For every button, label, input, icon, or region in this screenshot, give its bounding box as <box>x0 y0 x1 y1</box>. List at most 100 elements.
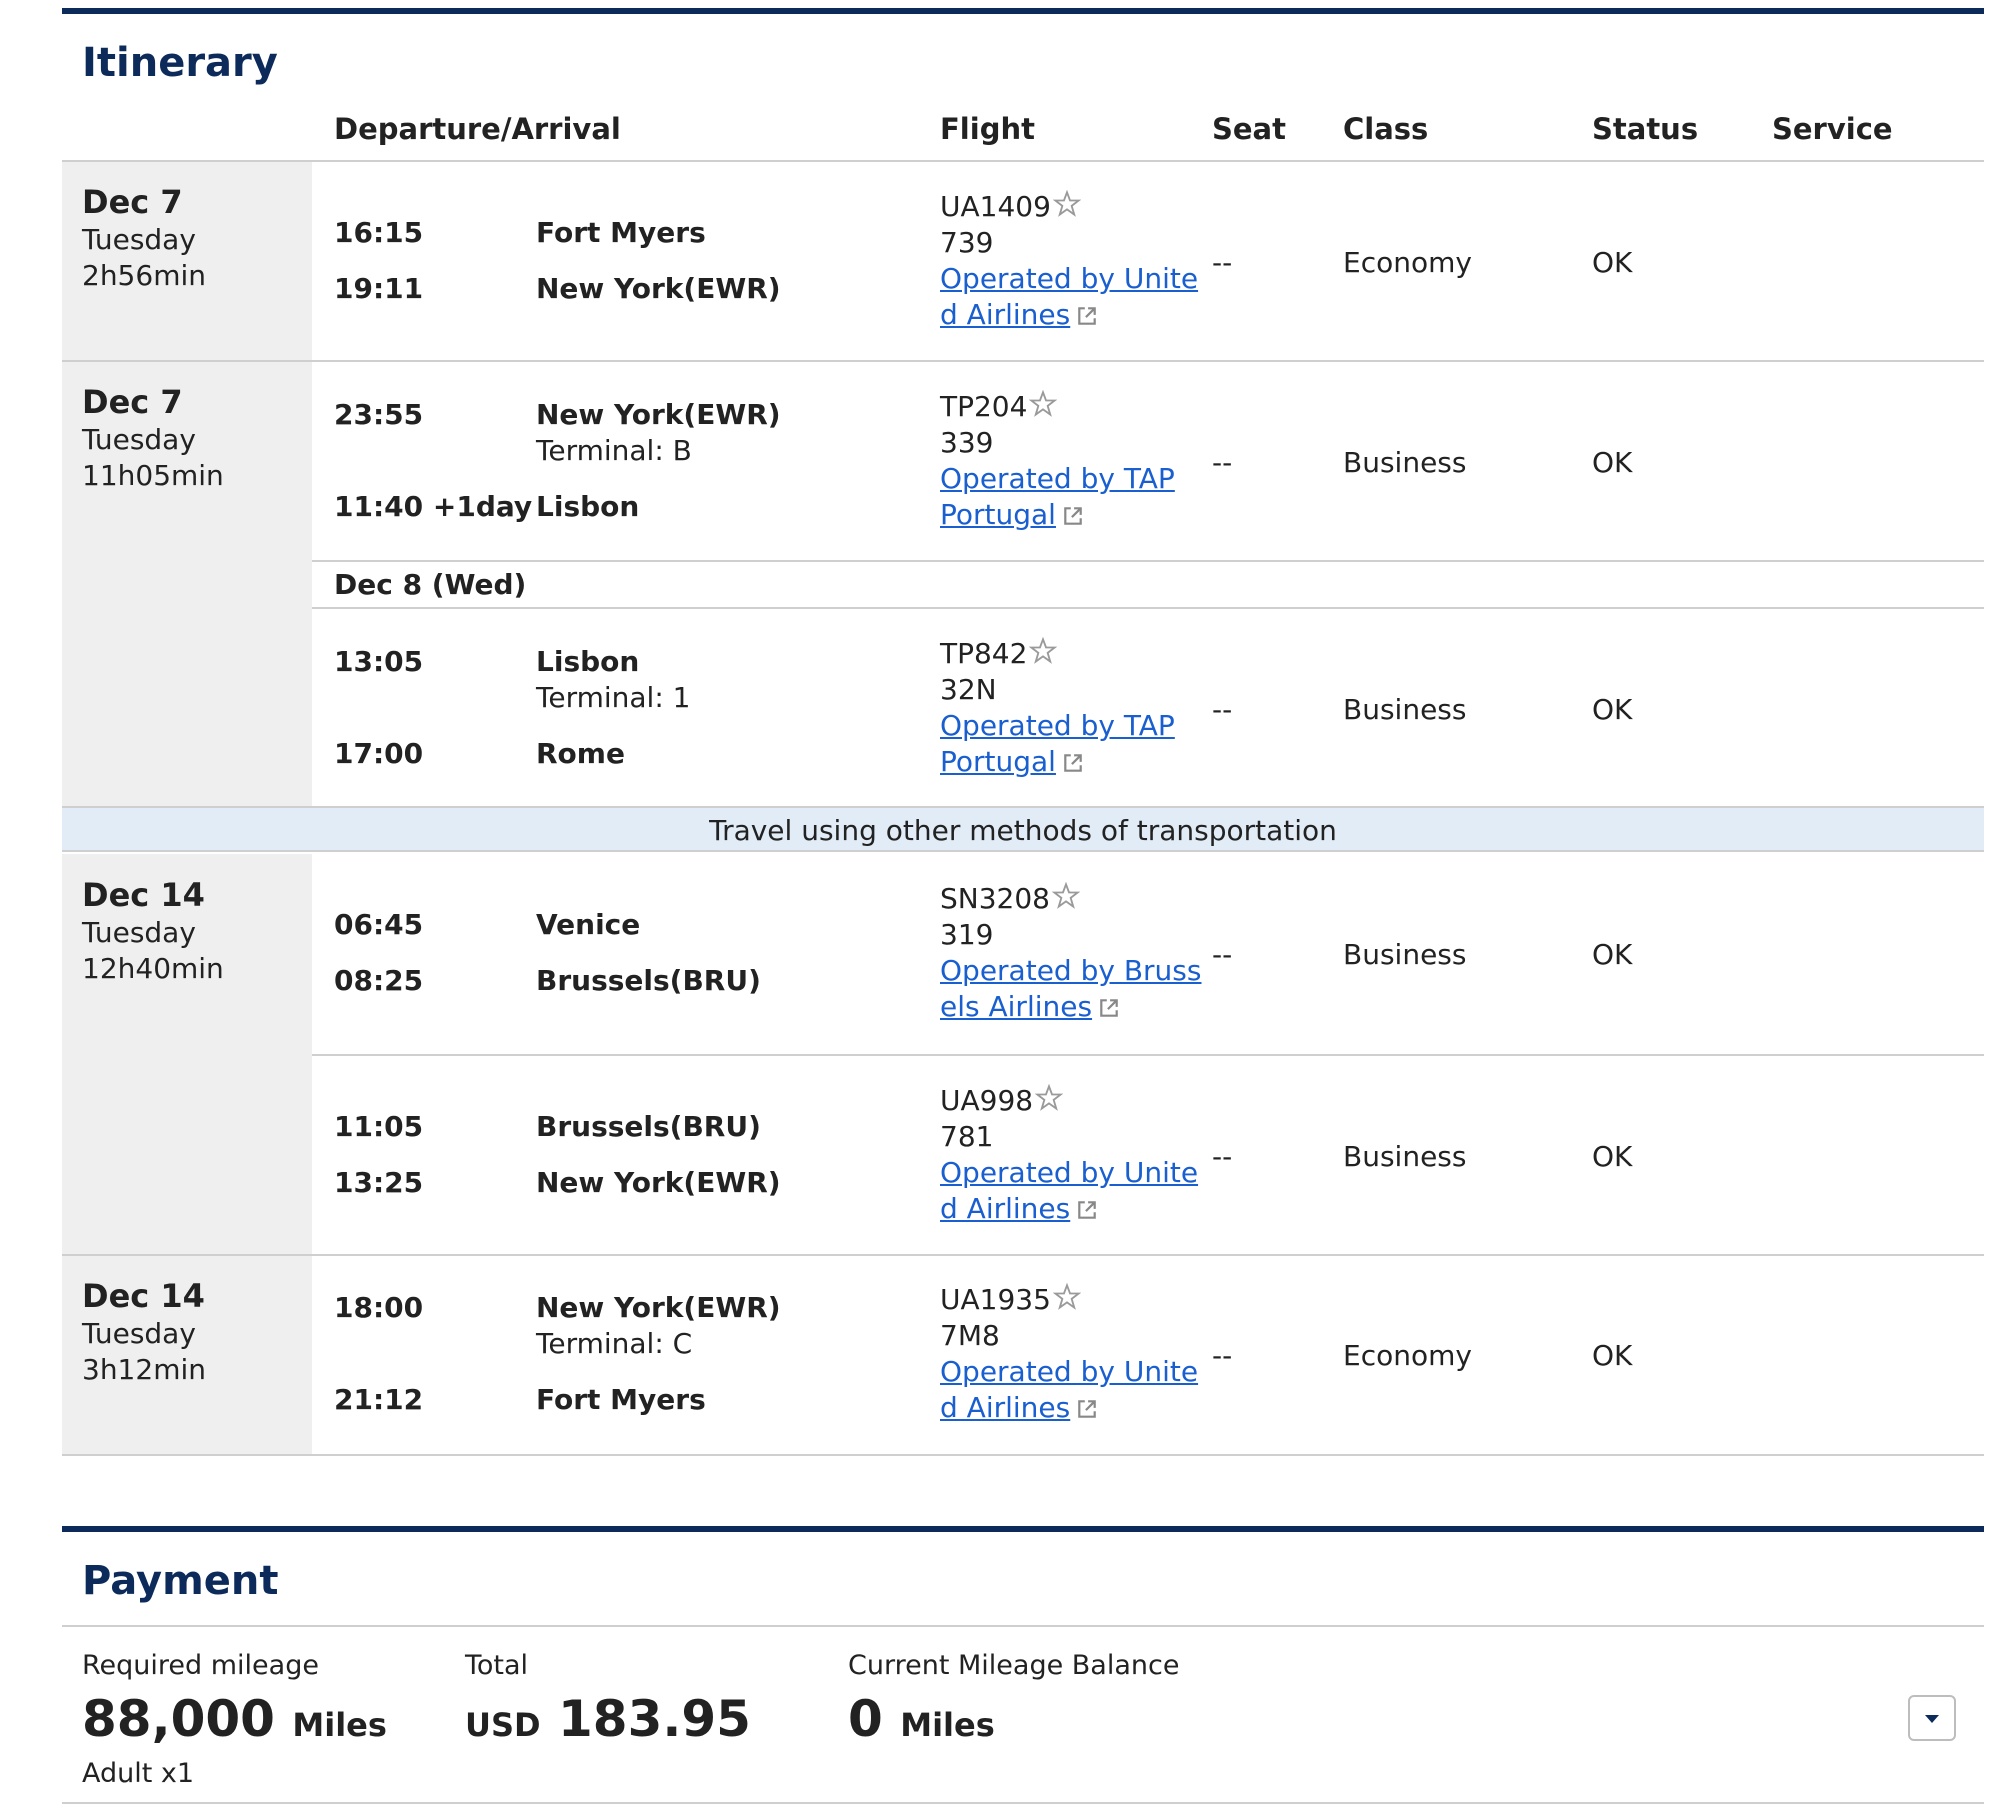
departure-terminal: Terminal: C <box>536 1327 693 1360</box>
col-service: Service <box>1772 112 1893 146</box>
operator-link[interactable]: Operated by Unite <box>940 1156 1199 1189</box>
payment-title: Payment <box>82 1558 279 1604</box>
arrival-time: 21:12 <box>334 1383 424 1416</box>
operator-link[interactable]: Operated by Unite <box>940 1355 1199 1388</box>
flight-number-text: TP204 <box>940 390 1028 423</box>
col-departure-arrival: Departure/Arrival <box>334 112 621 146</box>
operator-link[interactable]: Portugal <box>940 498 1084 531</box>
payment-divider <box>62 1625 1984 1627</box>
arrival-time: 19:11 <box>334 272 424 305</box>
operator-link[interactable]: d Airlines <box>940 1192 1098 1225</box>
operator-link-text[interactable]: d Airlines <box>940 1192 1071 1225</box>
total-amount: 183.95 <box>558 1690 751 1748</box>
other-transport-band: Travel using other methods of transporta… <box>62 806 1984 852</box>
mileage-balance-value: 0 Miles <box>848 1690 995 1748</box>
operator-link[interactable]: d Airlines <box>940 298 1098 331</box>
header-divider <box>62 160 1984 162</box>
departure-terminal: Terminal: 1 <box>536 681 691 714</box>
row-divider <box>62 1454 1984 1456</box>
departure-time: 11:05 <box>334 1110 424 1143</box>
departure-terminal: Terminal: B <box>536 434 692 467</box>
flight-number: UA1935 <box>940 1283 1081 1316</box>
external-link-icon <box>1064 754 1082 772</box>
seat-value: -- <box>1212 1339 1233 1372</box>
operator-link[interactable]: Portugal <box>940 745 1084 778</box>
status-value: OK <box>1592 1140 1633 1173</box>
itinerary-top-bar <box>62 8 1984 14</box>
external-link-icon <box>1064 507 1082 525</box>
group-day: Tuesday <box>82 223 196 256</box>
arrival-time: 17:00 <box>334 737 424 770</box>
aircraft-type: 739 <box>940 226 994 259</box>
group-date: Dec 14 <box>82 876 205 914</box>
operator-link[interactable]: d Airlines <box>940 1391 1098 1424</box>
operator-link-text[interactable]: Portugal <box>940 745 1056 778</box>
star-alliance-icon <box>1029 390 1058 417</box>
class-value: Business <box>1343 1140 1467 1173</box>
aircraft-type: 339 <box>940 426 994 459</box>
seat-value: -- <box>1212 693 1233 726</box>
required-mileage-amount: 88,000 <box>82 1690 275 1748</box>
seat-value: -- <box>1212 938 1233 971</box>
aircraft-type: 319 <box>940 918 994 951</box>
star-alliance-icon <box>1029 637 1058 664</box>
seat-value: -- <box>1212 246 1233 279</box>
departure-city: Fort Myers <box>536 216 706 249</box>
arrival-city: Brussels(BRU) <box>536 964 761 997</box>
date-cell-4 <box>62 1256 312 1454</box>
row-divider <box>62 1254 1984 1256</box>
row-divider <box>62 360 1984 362</box>
operator-link[interactable]: Operated by Bruss <box>940 954 1202 987</box>
class-value: Business <box>1343 446 1467 479</box>
departure-city: New York(EWR) <box>536 398 781 431</box>
status-value: OK <box>1592 693 1633 726</box>
group-date: Dec 14 <box>82 1277 205 1315</box>
seat-value: -- <box>1212 446 1233 479</box>
status-value: OK <box>1592 938 1633 971</box>
flight-number: TP204 <box>940 390 1058 423</box>
operator-link[interactable]: Operated by TAP <box>940 462 1175 495</box>
operator-link[interactable]: els Airlines <box>940 990 1120 1023</box>
arrival-city: Rome <box>536 737 625 770</box>
total-value: USD 183.95 <box>465 1690 751 1748</box>
payment-expand-button[interactable] <box>1908 1695 1956 1741</box>
col-status: Status <box>1592 112 1699 146</box>
mileage-balance-label: Current Mileage Balance <box>848 1650 1180 1681</box>
external-link-icon <box>1078 1400 1097 1418</box>
flight-number: UA1409 <box>940 190 1081 223</box>
star-alliance-icon <box>1052 1283 1081 1310</box>
status-value: OK <box>1592 446 1633 479</box>
class-value: Business <box>1343 938 1467 971</box>
required-mileage-unit: Miles <box>292 1706 387 1744</box>
arrival-city: Lisbon <box>536 490 640 523</box>
total-label: Total <box>465 1650 529 1681</box>
aircraft-type: 781 <box>940 1120 994 1153</box>
passenger-count: Adult x1 <box>82 1758 195 1789</box>
operator-link-text[interactable]: Portugal <box>940 498 1056 531</box>
flight-number-text: UA1935 <box>940 1283 1051 1316</box>
departure-time: 06:45 <box>334 908 424 941</box>
departure-city: Brussels(BRU) <box>536 1110 761 1143</box>
arrival-city: New York(EWR) <box>536 1166 781 1199</box>
group-duration: 3h12min <box>82 1353 206 1386</box>
total-currency: USD <box>465 1706 541 1744</box>
date-cell-1 <box>62 162 312 360</box>
operator-link-text[interactable]: d Airlines <box>940 1391 1071 1424</box>
date-cell-3 <box>62 854 312 1254</box>
flight-number-text: UA998 <box>940 1084 1034 1117</box>
flight-number-text: SN3208 <box>940 882 1050 915</box>
group-date: Dec 7 <box>82 383 183 421</box>
arrival-time: 08:25 <box>334 964 424 997</box>
star-alliance-icon <box>1052 190 1081 217</box>
operator-link[interactable]: Operated by TAP <box>940 709 1175 742</box>
row-divider <box>312 607 1984 609</box>
status-value: OK <box>1592 1339 1633 1372</box>
operator-link[interactable]: Operated by Unite <box>940 262 1199 295</box>
operator-link-text[interactable]: els Airlines <box>940 990 1093 1023</box>
group-duration: 2h56min <box>82 259 206 292</box>
operator-link-text[interactable]: d Airlines <box>940 298 1071 331</box>
payment-top-bar <box>62 1526 1984 1532</box>
required-mileage-label: Required mileage <box>82 1650 319 1681</box>
group-day: Tuesday <box>82 423 196 456</box>
group-day: Tuesday <box>82 1317 196 1350</box>
